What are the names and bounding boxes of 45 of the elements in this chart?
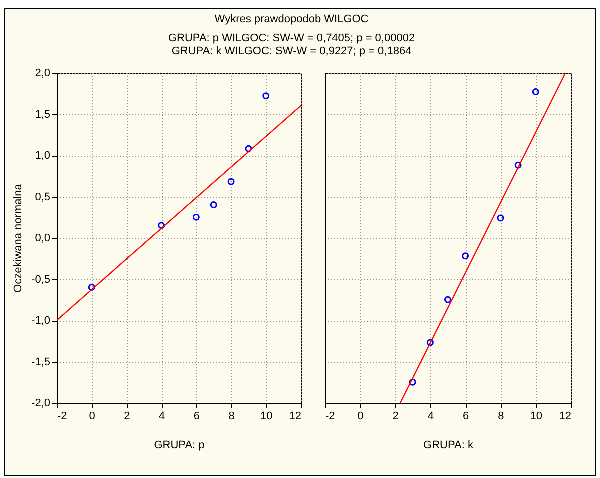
point [514, 162, 522, 169]
x-tick-label: 4 [159, 410, 166, 422]
y-tick-label: 0,0 [35, 232, 50, 244]
y-tick-label: -0,5 [32, 274, 50, 286]
y-tick-label: 1,5 [35, 108, 50, 121]
x-tick-label: 0 [89, 410, 96, 422]
x-tick-label: 2 [124, 410, 130, 422]
x-tick-label: 2 [392, 410, 399, 422]
point [88, 284, 96, 291]
x-tick-label: 10 [260, 410, 273, 422]
point [158, 222, 166, 230]
x-axis-title: GRUPA: k [424, 440, 474, 452]
point [192, 214, 200, 221]
x-tick-label: 12 [559, 410, 572, 422]
point [462, 252, 470, 260]
x-tick-label: 4 [428, 410, 434, 422]
x-tick-label: 6 [463, 410, 470, 422]
x-tick-label: -2 [58, 410, 68, 422]
x-tick-label: 6 [194, 410, 200, 422]
point [228, 178, 235, 186]
x-tick-label: 10 [530, 410, 542, 422]
y-axis-title: Oczekiwana normalna [12, 183, 25, 293]
point [444, 296, 452, 304]
point [210, 202, 218, 208]
text: GRUPA: k WILGOC: SW-W = 0,9227; p = 0,1864 [172, 46, 412, 58]
y-tick-label: 1,0 [35, 150, 50, 162]
point [532, 88, 540, 96]
chart-title: Wykres prawdopodob WILGOC [214, 14, 369, 26]
x-axis-title: GRUPA: p [154, 440, 205, 452]
point [409, 378, 416, 386]
x-tick-label: -2 [326, 410, 336, 422]
y-tick-label: -2,0 [32, 398, 50, 410]
y-tick-label: 0,5 [35, 191, 50, 204]
y-tick-label: 2,0 [35, 68, 50, 80]
x-tick-label: 12 [289, 410, 302, 422]
y-tick-label: -1,0 [32, 315, 50, 327]
text: GRUPA: p WILGOC: SW-W = 0,7405; p = 0,00002 [168, 32, 416, 44]
y-tick-label: -1,5 [32, 356, 50, 368]
x-tick-label: 8 [498, 410, 504, 422]
x-tick-label: 8 [228, 410, 235, 422]
x-tick-label: 0 [358, 410, 364, 422]
point [245, 145, 252, 152]
point [262, 92, 270, 100]
point [426, 339, 434, 346]
point [497, 214, 504, 222]
